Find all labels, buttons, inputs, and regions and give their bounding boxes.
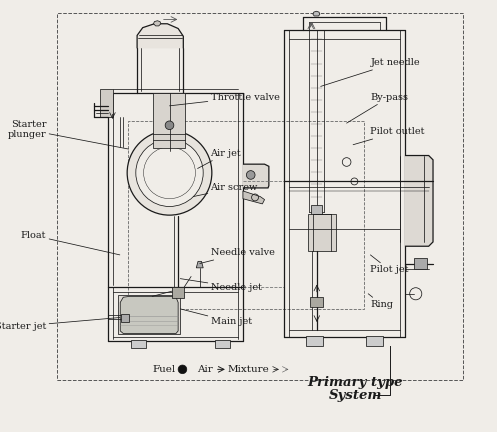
Bar [100,89,113,117]
Bar [121,314,129,322]
Bar [128,121,364,309]
Text: By-pass: By-pass [346,93,409,123]
Bar [310,297,323,307]
Circle shape [165,121,174,130]
Text: Fuel: Fuel [153,365,176,374]
Text: Starter
plunger: Starter plunger [8,120,128,149]
Text: Jet needle: Jet needle [321,58,420,86]
Polygon shape [243,191,264,204]
Text: Air: Air [197,365,213,374]
Text: Ring: Ring [368,294,394,309]
Text: Throttle valve: Throttle valve [169,93,279,106]
Bar [57,13,463,380]
Circle shape [136,139,203,206]
Bar [118,295,180,334]
Text: Pilot outlet: Pilot outlet [353,127,425,145]
Polygon shape [120,296,178,334]
Text: Starter jet: Starter jet [0,318,120,330]
Circle shape [247,171,255,179]
Polygon shape [405,156,433,246]
Polygon shape [137,24,183,48]
Bar [153,93,185,148]
Text: Pilot jet: Pilot jet [370,255,409,274]
Bar [308,214,336,251]
Bar [306,336,323,346]
Text: Needle jet: Needle jet [180,279,261,292]
Circle shape [127,130,212,215]
Text: Air jet: Air jet [198,149,241,168]
Circle shape [144,147,195,199]
Text: Air screw: Air screw [193,184,258,197]
Polygon shape [196,261,203,268]
Text: Main jet: Main jet [180,309,251,326]
Bar [414,258,426,269]
Text: Primary type: Primary type [308,376,403,389]
Bar [172,287,184,298]
Text: Float: Float [21,231,120,255]
Text: Needle valve: Needle valve [200,248,274,264]
Bar [311,205,323,216]
Bar [131,340,146,348]
Bar [215,340,230,348]
Text: System: System [329,389,382,402]
Text: Mixture: Mixture [227,365,269,374]
Polygon shape [243,164,269,188]
Polygon shape [154,21,161,26]
Circle shape [178,365,187,374]
Polygon shape [313,11,320,16]
Bar [366,336,383,346]
